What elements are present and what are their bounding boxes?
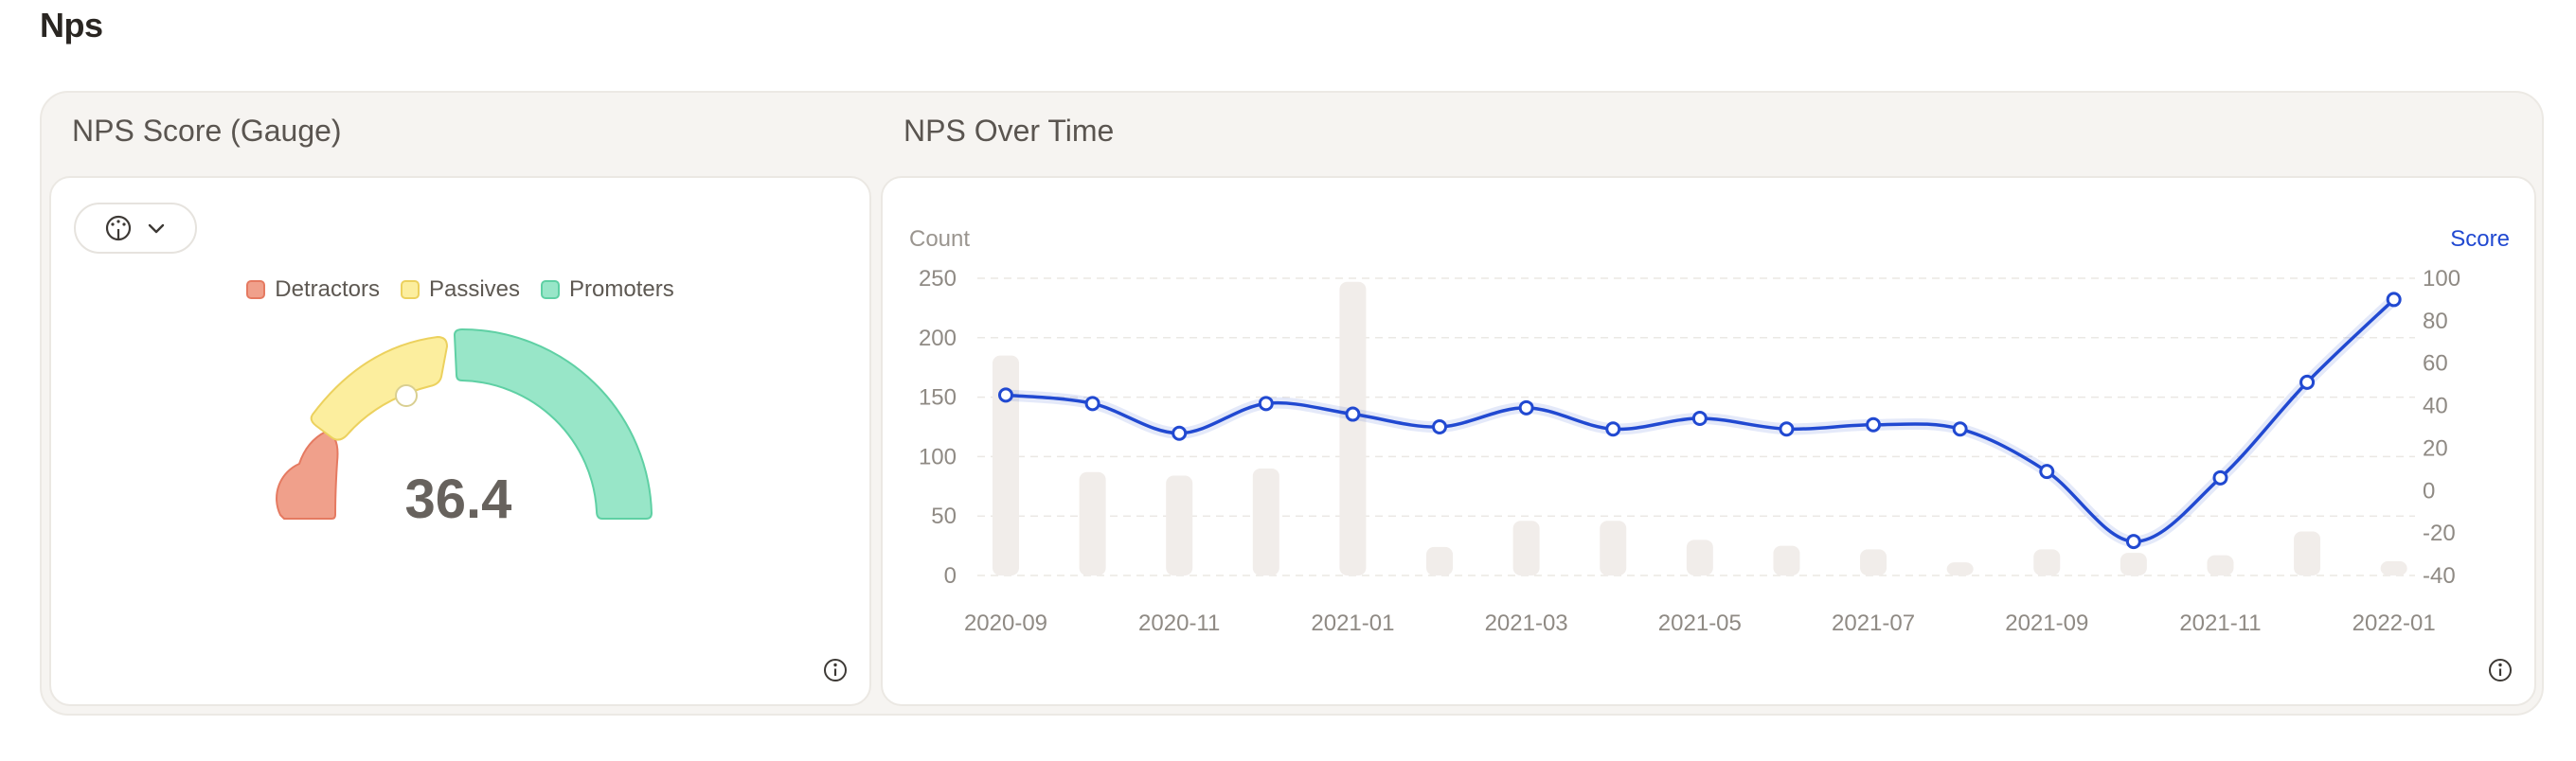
score-line bbox=[1005, 298, 2395, 543]
chevron-down-icon bbox=[148, 223, 165, 234]
score-point bbox=[1866, 416, 1882, 433]
x-tick-label: 2021-09 bbox=[2005, 611, 2088, 636]
score-point bbox=[1605, 421, 1621, 437]
x-tick-label: 2021-07 bbox=[1832, 611, 1915, 636]
x-tick-label: 2021-11 bbox=[2179, 611, 2261, 636]
score-point bbox=[2212, 469, 2228, 486]
chart-type-dropdown[interactable] bbox=[74, 203, 197, 254]
x-tick-label: 2021-03 bbox=[1485, 611, 1568, 636]
x-tick-label: 2021-05 bbox=[1658, 611, 1742, 636]
detractors-swatch bbox=[246, 280, 266, 299]
gauge-passives-arc[interactable] bbox=[310, 335, 449, 441]
nps-score-value: 36.4 bbox=[404, 469, 512, 530]
count-bar bbox=[1946, 562, 1974, 575]
legend-item-passives[interactable]: Passives bbox=[400, 276, 521, 303]
right-tick-label: 0 bbox=[2423, 478, 2435, 504]
count-bar bbox=[1512, 521, 1540, 575]
right-axis-label: Score bbox=[2450, 226, 2510, 252]
gauge-needle-marker bbox=[395, 384, 418, 407]
count-bar bbox=[2380, 560, 2407, 575]
count-bar bbox=[1079, 471, 1106, 575]
left-tick-label: 50 bbox=[931, 504, 957, 529]
gauge-promoters-arc[interactable] bbox=[453, 327, 653, 520]
x-tick-label: 2020-11 bbox=[1138, 611, 1220, 636]
count-bar bbox=[1339, 281, 1367, 575]
score-point bbox=[1952, 421, 1968, 437]
right-tick-label: 100 bbox=[2423, 266, 2460, 292]
page-title: Nps bbox=[40, 6, 103, 44]
legend-label: Passives bbox=[428, 276, 521, 302]
gauge-section-title: NPS Score (Gauge) bbox=[72, 114, 342, 148]
left-tick-label: 0 bbox=[944, 563, 957, 589]
count-bar bbox=[1773, 545, 1800, 575]
legend-item-promoters[interactable]: Promoters bbox=[541, 276, 674, 303]
right-tick-label: -20 bbox=[2423, 521, 2456, 546]
score-point bbox=[1518, 399, 1534, 416]
score-point bbox=[1432, 419, 1448, 434]
score-point bbox=[1172, 425, 1188, 441]
promoters-swatch bbox=[541, 280, 561, 299]
x-tick-label: 2021-01 bbox=[1311, 611, 1394, 636]
right-tick-label: 80 bbox=[2423, 309, 2448, 334]
time-chart-card: 0 50 100 150 200 250 -40 -20 0 20 40 60 80 100 Count Sc… bbox=[881, 176, 2536, 706]
gauge-detractors-arc[interactable] bbox=[276, 430, 339, 520]
score-point bbox=[1779, 421, 1795, 437]
count-bar bbox=[2294, 531, 2321, 575]
info-icon[interactable] bbox=[822, 657, 849, 683]
right-tick-label: 20 bbox=[2423, 435, 2448, 461]
count-bar bbox=[2207, 555, 2234, 575]
left-tick-label: 200 bbox=[919, 326, 957, 351]
nps-over-time-chart: 0 50 100 150 200 250 -40 -20 0 20 40 60 80 100 Count Sc… bbox=[909, 226, 2510, 636]
passives-swatch bbox=[400, 280, 420, 299]
count-bar bbox=[1426, 546, 1454, 575]
score-point bbox=[1258, 396, 1274, 412]
right-tick-label: 40 bbox=[2423, 394, 2448, 419]
score-point bbox=[1084, 396, 1100, 412]
legend-item-detractors[interactable]: Detractors bbox=[246, 276, 380, 303]
x-tick-label: 2022-01 bbox=[2352, 611, 2436, 636]
right-tick-label: -40 bbox=[2423, 563, 2456, 589]
time-section-title: NPS Over Time bbox=[903, 114, 1115, 148]
left-axis-label: Count bbox=[909, 226, 970, 252]
gauge-icon bbox=[105, 215, 132, 241]
x-tick-label: 2020-09 bbox=[964, 611, 1047, 636]
count-bar bbox=[1166, 475, 1193, 575]
left-tick-label: 250 bbox=[919, 266, 957, 292]
legend-label: Detractors bbox=[275, 276, 380, 302]
count-bar bbox=[993, 355, 1019, 575]
count-bar bbox=[1860, 549, 1887, 575]
score-point bbox=[1345, 406, 1361, 422]
right-tick-label: 60 bbox=[2423, 351, 2448, 377]
count-bar bbox=[2033, 549, 2061, 575]
left-tick-label: 100 bbox=[919, 444, 957, 469]
score-point bbox=[2125, 534, 2141, 550]
count-bar bbox=[1252, 468, 1279, 575]
gauge-card: Detractors Passives Promoters 36.4 bbox=[49, 176, 871, 706]
nps-gauge bbox=[276, 327, 653, 520]
count-bar bbox=[1600, 521, 1627, 575]
count-bar bbox=[1686, 540, 1713, 575]
score-point bbox=[2299, 374, 2316, 390]
score-point bbox=[2039, 464, 2055, 480]
legend-label: Promoters bbox=[569, 276, 674, 302]
score-point bbox=[998, 387, 1013, 403]
score-point bbox=[2386, 292, 2402, 308]
score-point bbox=[1691, 411, 1708, 427]
info-icon[interactable] bbox=[2487, 657, 2513, 683]
count-bar bbox=[2120, 553, 2147, 575]
left-tick-label: 150 bbox=[919, 385, 957, 411]
gauge-legend: Detractors Passives Promoters bbox=[51, 276, 869, 303]
